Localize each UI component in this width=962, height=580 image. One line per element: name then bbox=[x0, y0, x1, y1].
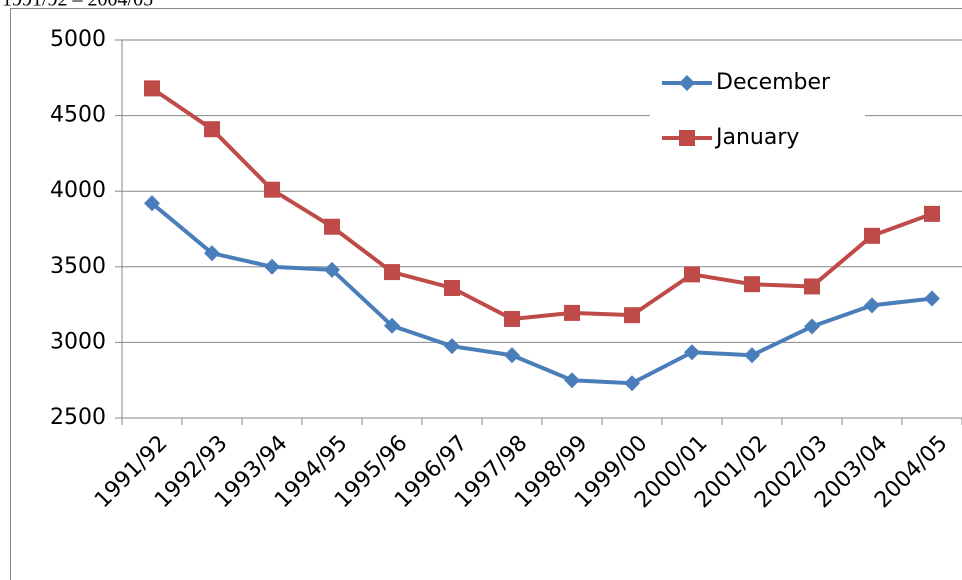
data-point bbox=[624, 375, 640, 392]
data-point bbox=[204, 121, 220, 138]
data-point bbox=[264, 181, 280, 198]
data-point bbox=[804, 278, 820, 295]
data-point bbox=[444, 338, 460, 355]
y-tick-label: 3000 bbox=[50, 329, 106, 354]
data-point bbox=[744, 276, 760, 293]
data-point bbox=[264, 258, 280, 275]
data-point bbox=[804, 318, 820, 335]
data-point bbox=[744, 347, 760, 364]
y-tick-label: 4500 bbox=[50, 103, 106, 128]
legend-label: January bbox=[714, 125, 799, 150]
data-point bbox=[564, 304, 580, 321]
data-point bbox=[924, 290, 940, 307]
y-tick-label: 5000 bbox=[50, 27, 106, 52]
data-point bbox=[564, 372, 580, 389]
data-point bbox=[384, 264, 400, 281]
data-point bbox=[684, 344, 700, 361]
data-point bbox=[504, 310, 520, 327]
legend-marker bbox=[679, 130, 695, 146]
chart-title: 1991/92 – 2004/05 bbox=[2, 0, 153, 11]
series-line bbox=[150, 201, 933, 386]
data-point bbox=[924, 205, 940, 222]
legend-label: December bbox=[716, 70, 831, 95]
data-point bbox=[444, 279, 460, 296]
data-point bbox=[384, 317, 400, 334]
data-point bbox=[684, 266, 700, 283]
data-point bbox=[864, 297, 880, 314]
data-point bbox=[504, 347, 520, 364]
data-point bbox=[324, 218, 340, 235]
series-line bbox=[150, 86, 933, 321]
data-point bbox=[204, 245, 220, 262]
data-point bbox=[144, 195, 160, 212]
data-point bbox=[324, 261, 340, 278]
y-tick-label: 2500 bbox=[50, 405, 106, 430]
y-tick-label: 3500 bbox=[50, 254, 106, 279]
data-point bbox=[624, 307, 640, 324]
y-tick-label: 4000 bbox=[50, 178, 106, 203]
legend-marker bbox=[679, 75, 695, 91]
data-point bbox=[144, 80, 160, 97]
data-point bbox=[864, 227, 880, 244]
